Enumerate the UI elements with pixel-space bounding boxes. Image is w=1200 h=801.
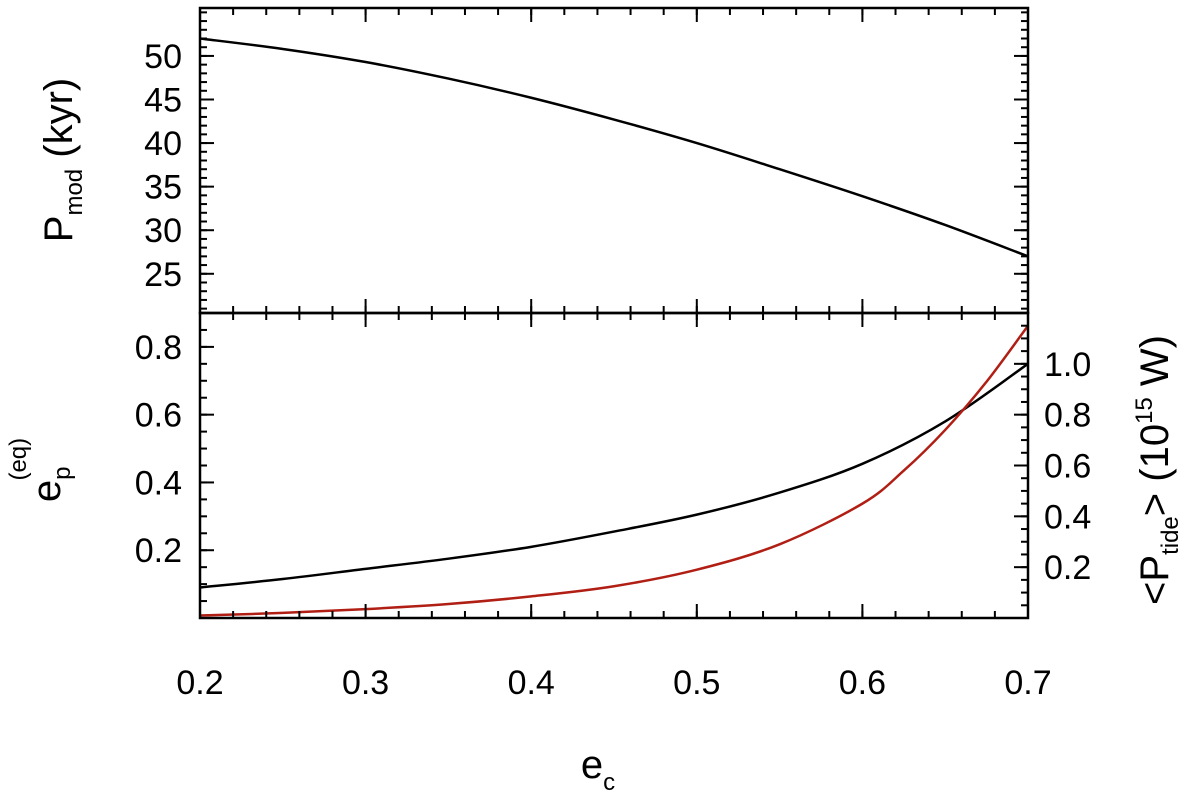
right-ylabel: <Ptide> (1015 W) <box>1131 335 1184 605</box>
bottom-frame <box>198 311 1030 620</box>
top-y-tick-label: 30 <box>144 212 182 250</box>
top-ylabel-rest: (kyr) <box>37 78 81 169</box>
top-ylabel: Pmod (kyr) <box>37 78 88 242</box>
x-tick-label: 0.5 <box>673 664 720 702</box>
x-tick-label: 0.4 <box>508 664 555 702</box>
bottom-y-tick-label: 0.6 <box>135 397 182 435</box>
right-ylabel-post: W) <box>1133 335 1177 397</box>
bottom-y2-tick-label: 0.8 <box>1044 397 1091 435</box>
x-tick-label: 0.7 <box>1004 664 1051 702</box>
top-y-tick-label: 40 <box>144 125 182 163</box>
xlabel: ec <box>581 743 615 796</box>
axis-labels: Pmod (kyr) ep(eq) <Ptide> (1015 W) ec <box>5 78 1184 796</box>
bottom-ylabel: ep (eq) <box>5 438 76 502</box>
top-ylabel-sub: mod <box>61 169 88 216</box>
bottom-panel: 0.2 0.4 0.6 0.8 0.2 0.4 0.6 0.8 1.0 0.2 0.3 0.4 0.5 0… <box>135 311 1091 702</box>
bottom-ylabel-sup: (eq) <box>5 438 32 481</box>
bottom-ylabel-sub: p <box>49 467 76 480</box>
bottom-y-tick-label: 0.2 <box>135 532 182 570</box>
top-y-tick-label: 45 <box>144 82 182 120</box>
bottom-y2-tick-label: 1.0 <box>1044 346 1091 384</box>
bottom-y2-tick-label: 0.2 <box>1044 549 1091 587</box>
x-tick-label: 0.2 <box>176 664 223 702</box>
top-y-tick-label: 25 <box>144 256 182 294</box>
bottom-y2-tick-label: 0.6 <box>1044 448 1091 486</box>
right-ylabel-pre: <P <box>1133 555 1177 605</box>
tidal-power-line <box>199 324 1030 617</box>
right-ylabel-sup: 15 <box>1131 397 1158 424</box>
xlabel-main: e <box>581 743 603 787</box>
top-series-line <box>199 37 1029 258</box>
top-frame <box>198 6 1030 315</box>
top-y-tick-label: 50 <box>144 38 182 76</box>
x-tick-label: 0.6 <box>839 664 886 702</box>
eccentricity-line <box>199 362 1029 589</box>
xlabel-sub: c <box>603 769 615 796</box>
bottom-y-tick-label: 0.4 <box>135 464 182 502</box>
right-ylabel-mid: > (10 <box>1133 424 1177 516</box>
x-tick-label: 0.3 <box>342 664 389 702</box>
right-ylabel-sub: tide <box>1157 516 1184 555</box>
bottom-y-tick-label: 0.8 <box>135 329 182 367</box>
top-y-tick-label: 35 <box>144 169 182 207</box>
bottom-ylabel-main: e <box>25 480 69 502</box>
bottom-y2-tick-label: 0.4 <box>1044 498 1091 536</box>
top-panel: 25 30 35 40 45 50 <box>144 6 1030 315</box>
top-ylabel-main: P <box>37 216 81 243</box>
